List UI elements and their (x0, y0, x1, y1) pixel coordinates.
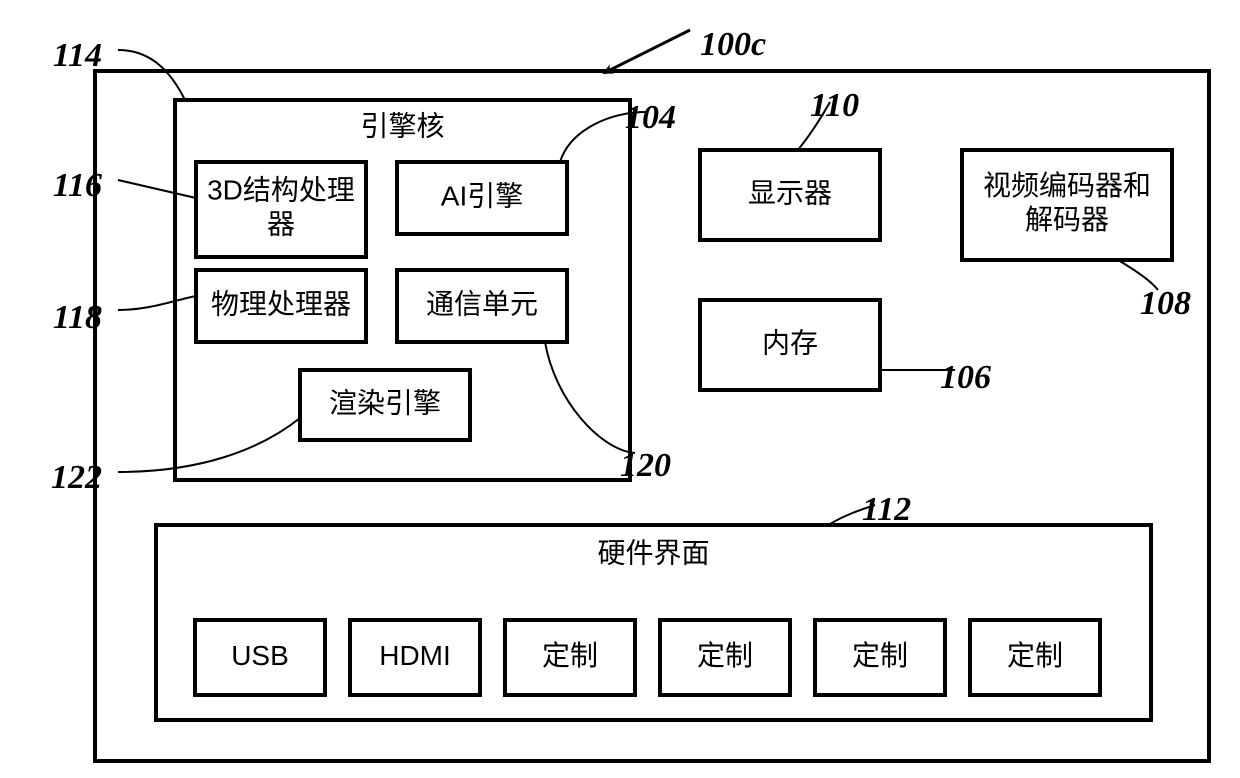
callout-122 (118, 418, 300, 472)
callout-114 (118, 50, 185, 100)
ref-118: 118 (53, 299, 102, 336)
engine-core-title: 引擎核 (360, 110, 444, 141)
ref-120: 120 (620, 447, 671, 484)
callout-118 (118, 296, 196, 310)
port-label-3: 定制 (697, 640, 753, 671)
ref-116: 116 (53, 167, 102, 204)
ref-104: 104 (625, 99, 676, 136)
port-label-0: USB (231, 640, 289, 671)
codec-label: 视频编码器和解码器 (983, 170, 1151, 235)
port-label-5: 定制 (1007, 640, 1063, 671)
ref-100c: 100c (700, 26, 766, 63)
callout-116 (118, 180, 196, 198)
port-label-2: 定制 (542, 640, 598, 671)
display-label: 显示器 (748, 177, 832, 208)
ref-110: 110 (810, 87, 859, 124)
render-label: 渲染引擎 (329, 387, 441, 418)
hw-iface-title: 硬件界面 (597, 537, 709, 568)
memory-label: 内存 (762, 327, 818, 358)
physics-label: 物理处理器 (211, 288, 351, 319)
3d-struct-label: 3D结构处理器 (207, 175, 355, 240)
port-label-4: 定制 (852, 640, 908, 671)
comm-label: 通信单元 (426, 288, 538, 319)
callout-120 (545, 342, 635, 453)
ref-114: 114 (53, 37, 102, 74)
ref-108: 108 (1140, 285, 1191, 322)
ai-engine-label: AI引擎 (441, 180, 523, 211)
port-label-1: HDMI (379, 640, 451, 671)
ref-106: 106 (940, 359, 991, 396)
ref-122: 122 (51, 459, 102, 496)
system-block-diagram: USB HDMI 定制 定制 定制 定制 引擎核 3D结构处理器 AI引擎物理处理器 通信单元渲染… (0, 0, 1240, 778)
ref-112: 112 (862, 491, 911, 528)
system-ref-arrow (604, 30, 690, 73)
